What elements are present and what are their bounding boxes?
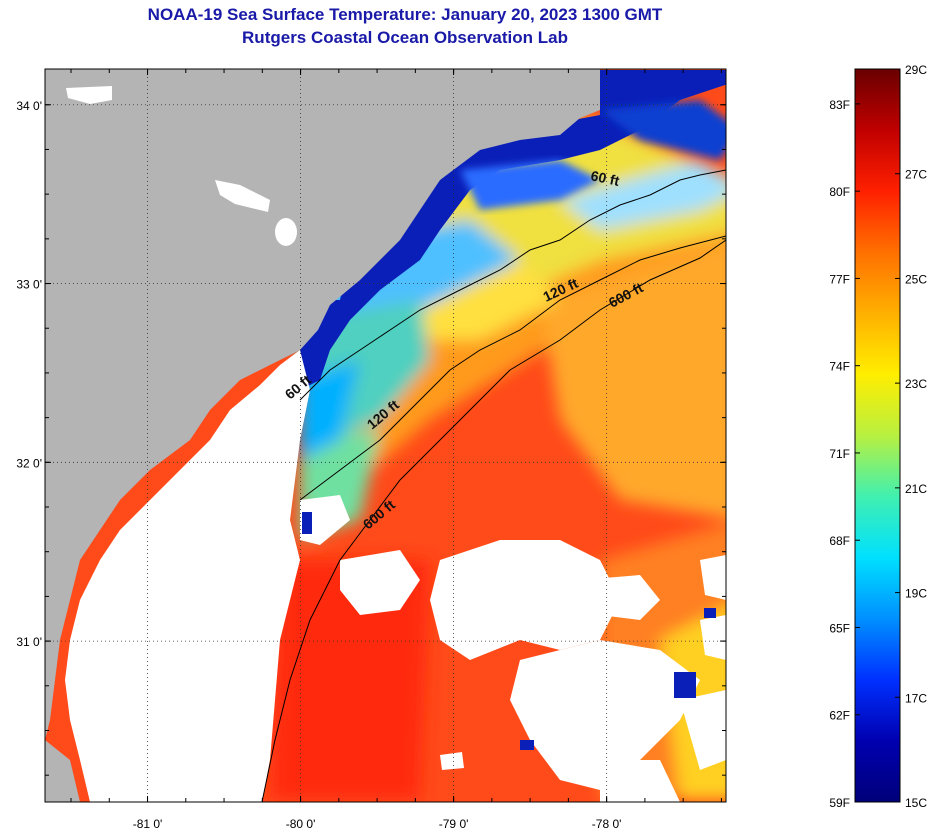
colorbar-celsius-label: 21C: [905, 482, 927, 496]
lat-tick-label: 34 0': [16, 99, 42, 113]
colorbar-fahrenheit-label: 68F: [829, 534, 850, 548]
colorbar-fahrenheit-label: 71F: [829, 447, 850, 461]
contour-120ft: [299, 235, 726, 501]
colorbar-fahrenheit-label: 74F: [829, 360, 850, 374]
colorbar-fahrenheit-label: 83F: [829, 98, 850, 112]
colorbar-celsius-label: 15C: [905, 796, 927, 810]
colorbar-fahrenheit-label: 77F: [829, 272, 850, 286]
masked-coastal-strip: [65, 350, 310, 802]
colorbar-celsius-label: 29C: [905, 63, 927, 77]
colorbar-fahrenheit-label: 59F: [829, 796, 850, 810]
lon-tick-label: -81 0': [133, 817, 163, 831]
colorbar-celsius-label: 25C: [905, 272, 927, 286]
lon-tick-label: -79 0': [439, 817, 469, 831]
colorbar: [854, 68, 901, 803]
lat-tick-label: 31 0': [16, 635, 42, 649]
colorbar-fahrenheit-label: 62F: [829, 709, 850, 723]
contour-label-60ft-north: 60 ft: [589, 167, 621, 189]
colorbar-fahrenheit-label: 80F: [829, 185, 850, 199]
colorbar-fahrenheit-label: 65F: [829, 621, 850, 635]
contour-60ft: [299, 169, 726, 401]
map-subtitle: Rutgers Coastal Ocean Observation Lab: [242, 28, 568, 47]
colorbar-labels: 29C 27C 25C 23C 21C 19C 17C 15C 83F 80F 77F 74F 71F 6…: [829, 63, 927, 810]
lat-tick-label: 33 0': [16, 278, 42, 292]
colorbar-celsius-label: 27C: [905, 168, 927, 182]
colorbar-celsius-label: 23C: [905, 377, 927, 391]
cloud-mask: [300, 495, 726, 802]
colorbar-celsius-label: 17C: [905, 691, 927, 705]
lon-tick-label: -78 0': [592, 817, 622, 831]
lon-tick-label: -80 0': [286, 817, 316, 831]
colorbar-celsius-label: 19C: [905, 587, 927, 601]
axis-ticks: -81 0' -80 0' -79 0' -78 0' 34 0' 33 0' 32 0' 3…: [16, 69, 726, 831]
graticule: [45, 69, 726, 802]
map-title: NOAA-19 Sea Surface Temperature: January…: [147, 5, 663, 24]
depth-contours: [261, 169, 726, 802]
map-frame: [44, 68, 727, 803]
lat-tick-label: 32 0': [16, 456, 42, 470]
land-mass: [45, 69, 600, 740]
contour-600ft: [261, 239, 726, 802]
